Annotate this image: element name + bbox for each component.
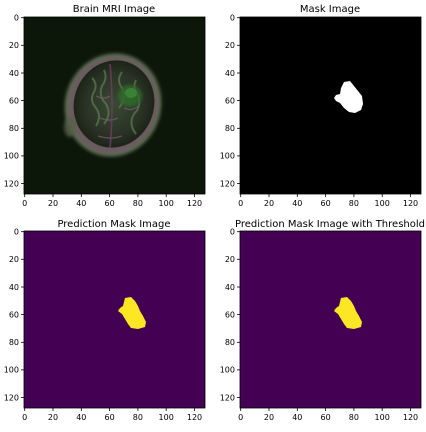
y-tick-label: 120: [4, 179, 19, 188]
x-tick-label: 40: [76, 199, 86, 208]
panel-title: Brain MRI Image: [73, 4, 155, 15]
y-tick-label: 80: [225, 338, 235, 347]
x-tick-label: 20: [264, 199, 274, 208]
y-ticks: 0 20 40 60 80 100 120: [4, 228, 24, 402]
y-tick-label: 100: [220, 366, 235, 375]
panel-title: Prediction Mask Image with Threshold: [235, 219, 425, 230]
x-ticks: 0 20 40 60 80 100 120: [238, 408, 418, 422]
y-tick-label: 100: [4, 366, 19, 375]
x-tick-label: 80: [133, 199, 143, 208]
prediction-background: [24, 231, 205, 408]
y-tick-label: 60: [225, 310, 235, 319]
y-ticks: 0 20 40 60 80 100 120: [220, 14, 240, 188]
panel-brain-mri: Brain MRI Image: [4, 4, 206, 208]
x-tick-label: 120: [187, 199, 202, 208]
mri-image: [24, 17, 205, 194]
y-tick-label: 40: [225, 283, 235, 292]
y-tick-label: 40: [225, 69, 235, 78]
x-ticks: 0 20 40 60 80 100 120: [238, 194, 418, 208]
y-tick-label: 40: [9, 283, 19, 292]
x-tick-label: 100: [159, 413, 174, 422]
y-tick-label: 20: [9, 41, 19, 50]
threshold-region: [334, 297, 362, 329]
x-tick-label: 40: [292, 413, 302, 422]
panel-mask: Mask Image 0 20 40 60 80 100 120: [220, 4, 422, 208]
y-tick-label: 0: [230, 228, 235, 237]
x-tick-label: 60: [105, 413, 115, 422]
y-tick-label: 60: [225, 96, 235, 105]
panel-title: Mask Image: [300, 4, 360, 15]
panel-prediction-threshold: Prediction Mask Image with Threshold 0 2…: [220, 219, 425, 422]
y-tick-label: 100: [4, 152, 19, 161]
x-tick-label: 120: [187, 413, 202, 422]
x-tick-label: 40: [292, 199, 302, 208]
x-tick-label: 100: [375, 413, 390, 422]
y-tick-label: 100: [220, 152, 235, 161]
panel-prediction-mask: Prediction Mask Image 0 20 40 60 80 100 …: [4, 219, 206, 422]
panel-title: Prediction Mask Image: [57, 219, 170, 230]
y-tick-label: 20: [225, 255, 235, 264]
threshold-background: [240, 231, 421, 408]
y-tick-label: 80: [225, 124, 235, 133]
y-tick-label: 20: [225, 41, 235, 50]
x-tick-label: 20: [48, 413, 58, 422]
y-ticks: 0 20 40 60 80 100 120: [4, 14, 24, 188]
axes-frame: [23, 230, 206, 409]
y-tick-label: 0: [230, 14, 235, 23]
x-tick-label: 0: [22, 413, 27, 422]
x-tick-label: 0: [238, 199, 243, 208]
x-tick-label: 80: [349, 413, 359, 422]
x-tick-label: 60: [105, 199, 115, 208]
y-tick-label: 20: [9, 255, 19, 264]
x-ticks: 0 20 40 60 80 100 120: [22, 194, 202, 208]
x-tick-label: 0: [22, 199, 27, 208]
y-tick-label: 40: [9, 69, 19, 78]
x-tick-label: 80: [133, 413, 143, 422]
y-tick-label: 0: [14, 14, 19, 23]
x-tick-label: 20: [264, 413, 274, 422]
x-tick-label: 100: [159, 199, 174, 208]
mask-background: [240, 17, 421, 194]
x-tick-label: 60: [321, 413, 331, 422]
x-tick-label: 40: [76, 413, 86, 422]
x-tick-label: 80: [349, 199, 359, 208]
y-tick-label: 120: [220, 179, 235, 188]
prediction-region: [118, 297, 146, 329]
y-tick-label: 80: [9, 124, 19, 133]
y-tick-label: 120: [220, 393, 235, 402]
x-tick-label: 60: [321, 199, 331, 208]
x-tick-label: 120: [403, 413, 418, 422]
y-tick-label: 80: [9, 338, 19, 347]
x-ticks: 0 20 40 60 80 100 120: [22, 408, 202, 422]
y-tick-label: 120: [4, 393, 19, 402]
axes-frame: [23, 16, 206, 195]
y-tick-label: 60: [9, 310, 19, 319]
y-ticks: 0 20 40 60 80 100 120: [220, 228, 240, 402]
x-tick-label: 20: [48, 199, 58, 208]
axes-frame: [239, 16, 422, 195]
x-tick-label: 120: [403, 199, 418, 208]
x-tick-label: 100: [375, 199, 390, 208]
y-tick-label: 0: [14, 228, 19, 237]
axes-frame: [239, 230, 422, 409]
mask-region: [334, 81, 363, 113]
x-tick-label: 0: [238, 413, 243, 422]
y-tick-label: 60: [9, 96, 19, 105]
